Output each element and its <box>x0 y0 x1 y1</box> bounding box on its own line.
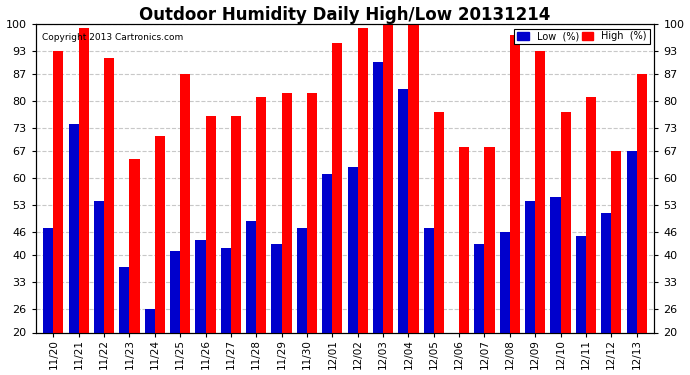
Bar <box>79 28 89 333</box>
Bar <box>474 244 484 333</box>
Bar <box>560 112 571 333</box>
Title: Outdoor Humidity Daily High/Low 20131214: Outdoor Humidity Daily High/Low 20131214 <box>139 6 551 24</box>
Bar <box>195 240 206 333</box>
Bar <box>206 116 216 333</box>
Bar <box>333 43 342 333</box>
Bar <box>145 309 155 333</box>
Bar <box>551 197 560 333</box>
Legend: Low  (%), High  (%): Low (%), High (%) <box>514 28 649 44</box>
Bar <box>637 74 647 333</box>
Bar <box>256 97 266 333</box>
Text: Copyright 2013 Cartronics.com: Copyright 2013 Cartronics.com <box>42 33 183 42</box>
Bar <box>398 89 408 333</box>
Bar <box>43 228 53 333</box>
Bar <box>170 252 180 333</box>
Bar <box>601 213 611 333</box>
Bar <box>119 267 130 333</box>
Bar <box>231 116 241 333</box>
Bar <box>271 244 282 333</box>
Bar <box>627 151 637 333</box>
Bar <box>322 174 333 333</box>
Bar <box>459 147 469 333</box>
Bar <box>383 24 393 333</box>
Bar <box>282 93 292 333</box>
Bar <box>424 228 434 333</box>
Bar <box>611 151 622 333</box>
Bar <box>575 236 586 333</box>
Bar <box>434 112 444 333</box>
Bar <box>130 159 139 333</box>
Bar <box>373 62 383 333</box>
Bar <box>586 97 596 333</box>
Bar <box>510 35 520 333</box>
Bar <box>53 51 63 333</box>
Bar <box>348 166 357 333</box>
Bar <box>307 93 317 333</box>
Bar <box>155 136 165 333</box>
Bar <box>221 248 231 333</box>
Bar <box>297 228 307 333</box>
Bar <box>408 24 419 333</box>
Bar <box>246 220 256 333</box>
Bar <box>68 124 79 333</box>
Bar <box>484 147 495 333</box>
Bar <box>94 201 104 333</box>
Bar <box>535 51 545 333</box>
Bar <box>525 201 535 333</box>
Bar <box>357 28 368 333</box>
Bar <box>104 58 115 333</box>
Bar <box>500 232 510 333</box>
Bar <box>180 74 190 333</box>
